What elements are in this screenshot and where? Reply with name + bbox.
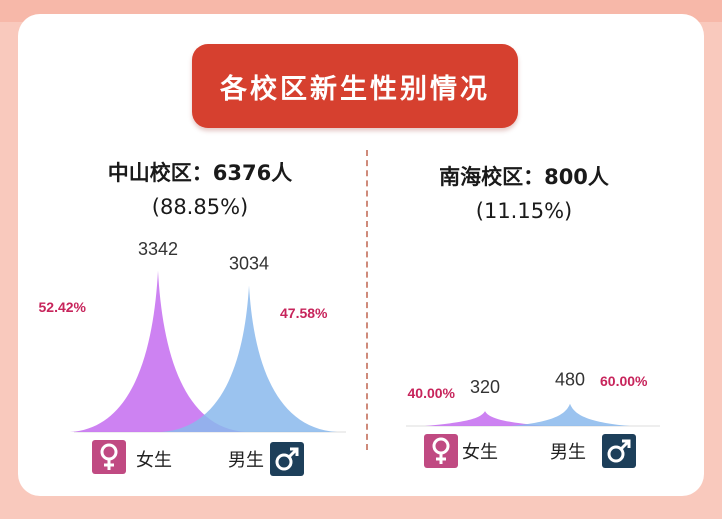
legend-female-zhongshan: 女生 (136, 450, 172, 471)
campus-name-nanhai: 南海校区：800人 (439, 165, 609, 189)
female-peak (70, 270, 246, 432)
campus-percent-zhongshan: (88.85%) (151, 195, 249, 219)
value-label: 3034 (229, 254, 269, 274)
campus-header-zhongshan: 中山校区：6376人 (88.85%) (60, 156, 340, 224)
value-label: 3342 (138, 239, 178, 259)
percent-label: 52.42% (39, 299, 87, 315)
female-symbol-icon (92, 440, 126, 474)
female-peak (425, 411, 545, 426)
campus-percent-nanhai: (11.15%) (475, 199, 573, 223)
chart-title: 各校区新生性别情况 (220, 73, 490, 105)
legend-female-nanhai: 女生 (462, 442, 498, 463)
male-symbol-icon (602, 434, 636, 468)
male-symbol-icon (270, 442, 304, 476)
value-label: 320 (470, 377, 500, 397)
value-label: 480 (555, 370, 585, 390)
campus-name-zhongshan: 中山校区：6376人 (107, 161, 293, 185)
male-peak (510, 403, 630, 426)
title-banner: 各校区新生性别情况 (192, 44, 518, 128)
percent-label: 40.00% (408, 385, 456, 401)
legend-male-nanhai: 男生 (550, 442, 586, 463)
percent-label: 47.58% (280, 305, 328, 321)
female-symbol-icon (424, 434, 458, 468)
campus-divider (366, 150, 368, 450)
legend-male-zhongshan: 男生 (228, 450, 264, 471)
percent-label: 60.00% (600, 373, 648, 389)
campus-header-nanhai: 南海校区：800人 (11.15%) (384, 160, 664, 228)
male-peak (161, 285, 337, 432)
